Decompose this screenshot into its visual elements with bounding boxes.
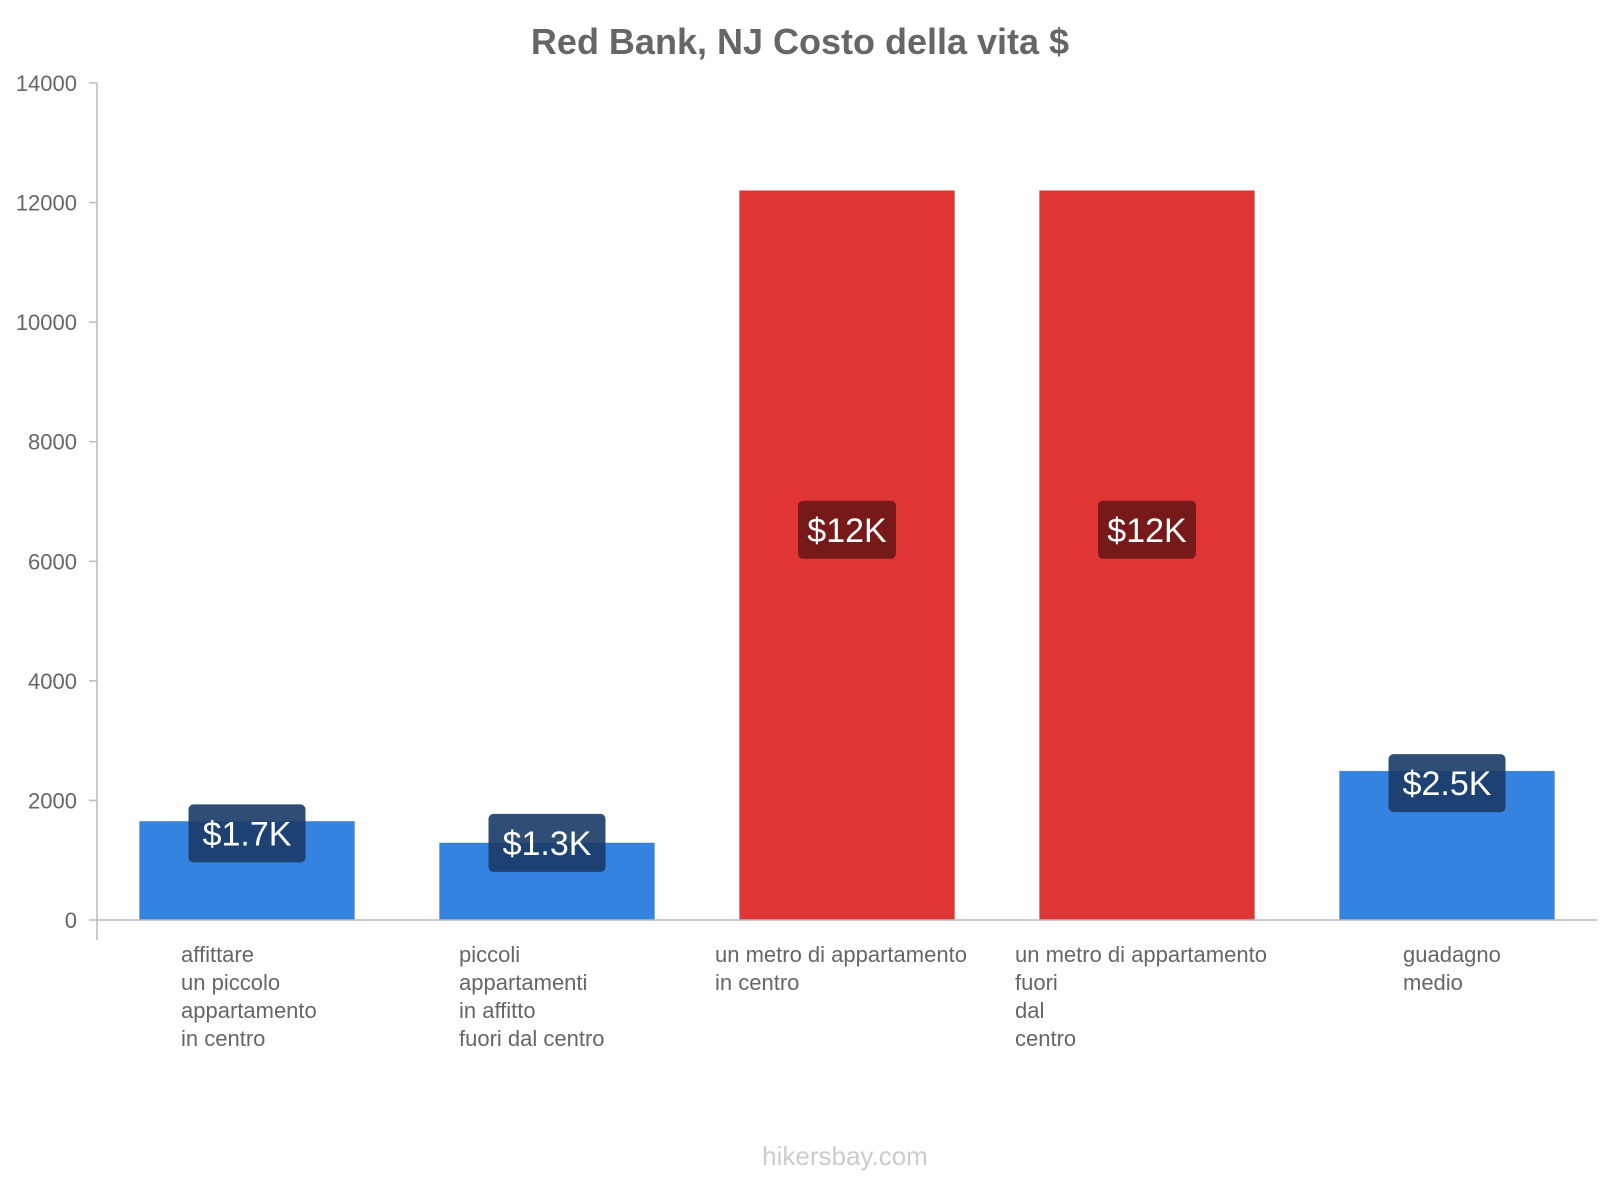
category-label: affittare un piccolo appartamento in centro <box>181 942 317 1051</box>
data-label: $12K <box>807 512 887 550</box>
y-tick-label: 0 <box>65 908 77 933</box>
y-tick-label: 10000 <box>16 310 77 335</box>
bars: $1.7K $1.3K $12K $12K $2.5K <box>139 190 1555 921</box>
footer-watermark: hikersbay.com <box>762 1141 928 1171</box>
y-axis: 0 2000 4000 6000 8000 10000 12000 14000 <box>16 71 98 940</box>
data-label-box <box>1098 500 1196 559</box>
chart-title: Red Bank, NJ Costo della vita $ <box>531 21 1069 62</box>
data-label-box <box>188 804 306 863</box>
category-label-line: medio <box>1403 970 1463 995</box>
data-label-box <box>1388 754 1506 813</box>
y-tick-label: 14000 <box>16 71 77 96</box>
category-label: un metro di appartamento in centro <box>715 942 967 995</box>
data-label-box <box>798 500 896 559</box>
x-axis: affittare un piccolo appartamento in centro… <box>97 919 1597 1051</box>
data-label: $1.3K <box>503 825 592 863</box>
y-tick-label: 12000 <box>16 191 77 216</box>
category-label-line: in affitto <box>459 998 536 1023</box>
y-tick-label: 8000 <box>28 430 77 455</box>
category-label: piccoli appartamenti in affitto fuori dal c… <box>459 942 605 1051</box>
category-label-line: in centro <box>181 1026 265 1051</box>
category-label-line: affittare <box>181 942 254 967</box>
data-label: $1.7K <box>203 815 292 853</box>
category-label: guadagno medio <box>1403 942 1501 995</box>
category-label-line: un metro di appartamento <box>715 942 967 967</box>
category-label-line: dal <box>1015 998 1044 1023</box>
category-label-line: appartamento <box>181 998 317 1023</box>
data-label: $2.5K <box>1403 765 1492 803</box>
category-label-line: un piccolo <box>181 970 280 995</box>
data-label: $12K <box>1107 512 1187 550</box>
y-tick-label: 2000 <box>28 788 77 813</box>
y-tick-label: 4000 <box>28 669 77 694</box>
category-label-line: fuori dal centro <box>459 1026 605 1051</box>
category-label-line: fuori <box>1015 970 1058 995</box>
category-label-line: piccoli <box>459 942 520 967</box>
category-label-line: centro <box>1015 1026 1076 1051</box>
category-label-line: in centro <box>715 970 799 995</box>
category-label-line: appartamenti <box>459 970 587 995</box>
category-label-line: guadagno <box>1403 942 1501 967</box>
y-tick-label: 6000 <box>28 549 77 574</box>
data-label-box <box>488 813 606 872</box>
category-label-line: un metro di appartamento <box>1015 942 1267 967</box>
category-label: un metro di appartamento fuori dal centro <box>1015 942 1267 1051</box>
